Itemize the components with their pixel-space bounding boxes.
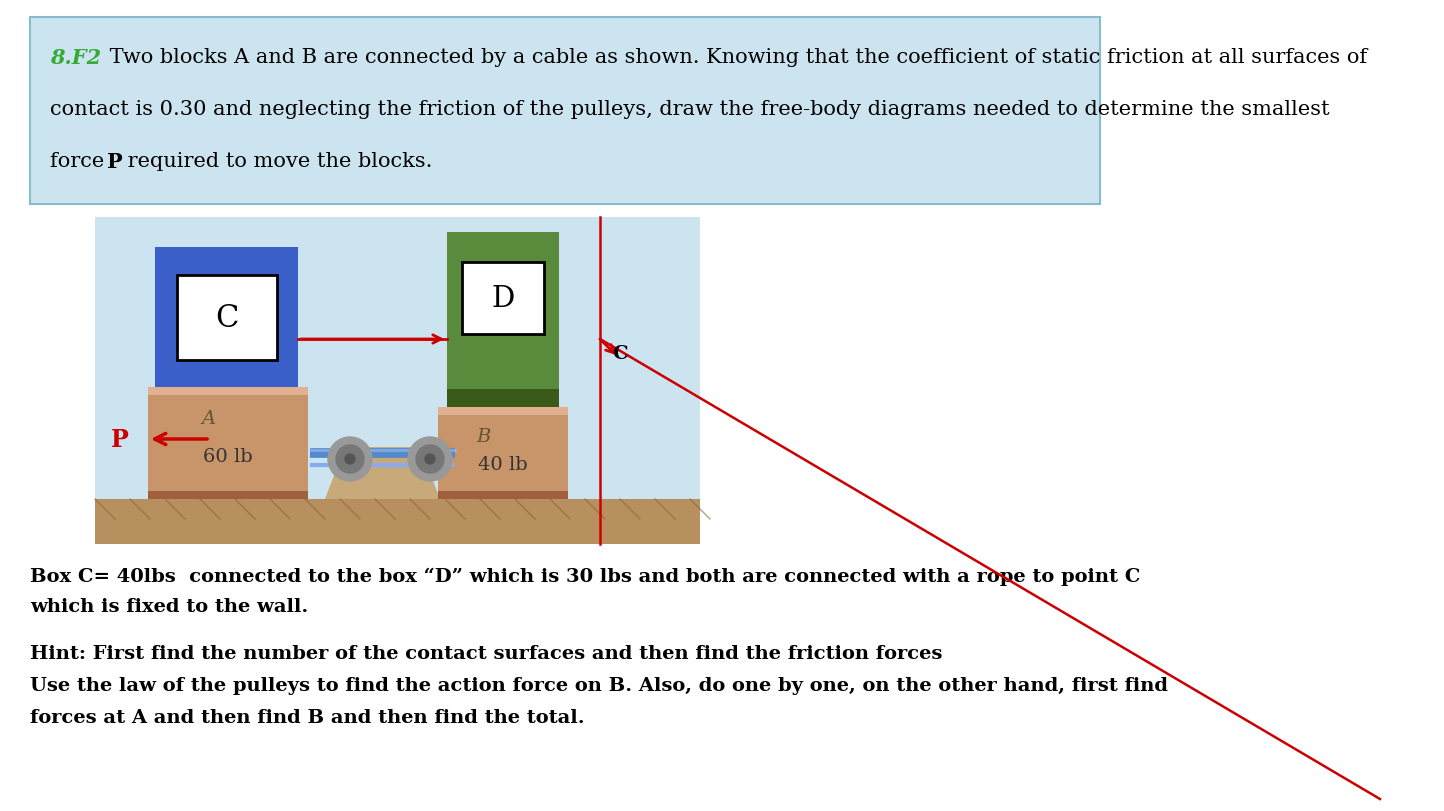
Bar — [95, 500, 700, 544]
Bar — [147, 388, 308, 500]
Text: Two blocks A and B are connected by a cable as shown. Knowing that the coefficie: Two blocks A and B are connected by a ca… — [103, 48, 1367, 67]
Circle shape — [425, 454, 435, 465]
Circle shape — [409, 437, 452, 482]
Text: contact is 0.30 and neglecting the friction of the pulleys, draw the free-body d: contact is 0.30 and neglecting the frict… — [51, 100, 1330, 119]
Circle shape — [336, 445, 364, 474]
Text: which is fixed to the wall.: which is fixed to the wall. — [30, 597, 308, 616]
Bar — [178, 276, 277, 361]
Bar — [462, 263, 544, 335]
Circle shape — [328, 437, 373, 482]
Bar — [95, 217, 700, 544]
Bar — [147, 491, 308, 500]
Text: C: C — [612, 345, 628, 363]
Text: C: C — [215, 303, 238, 333]
Text: P: P — [111, 427, 129, 452]
Text: forces at A and then find B and then find the total.: forces at A and then find B and then fin… — [30, 708, 585, 726]
Circle shape — [416, 445, 443, 474]
Text: A: A — [202, 410, 215, 427]
Polygon shape — [325, 448, 440, 500]
Bar — [438, 407, 567, 500]
Bar — [155, 247, 297, 388]
Text: D: D — [491, 285, 514, 312]
Bar — [438, 407, 567, 415]
Bar — [438, 491, 567, 500]
Bar — [30, 18, 1100, 204]
Bar — [448, 233, 559, 407]
Text: 40 lb: 40 lb — [478, 456, 529, 474]
Text: B: B — [477, 427, 491, 445]
Circle shape — [345, 454, 355, 465]
Text: Use the law of the pulleys to find the action force on B. Also, do one by one, o: Use the law of the pulleys to find the a… — [30, 676, 1168, 694]
Bar — [448, 389, 559, 407]
Bar — [147, 388, 308, 396]
Text: 8.F2: 8.F2 — [51, 48, 101, 68]
Text: required to move the blocks.: required to move the blocks. — [121, 152, 432, 171]
Text: Box C= 40lbs  connected to the box “D” which is 30 lbs and both are connected wi: Box C= 40lbs connected to the box “D” wh… — [30, 568, 1141, 586]
Text: Hint: First find the number of the contact surfaces and then find the friction f: Hint: First find the number of the conta… — [30, 644, 943, 663]
Text: P: P — [107, 152, 123, 172]
Text: 60 lb: 60 lb — [204, 448, 253, 466]
Text: force: force — [51, 152, 111, 171]
